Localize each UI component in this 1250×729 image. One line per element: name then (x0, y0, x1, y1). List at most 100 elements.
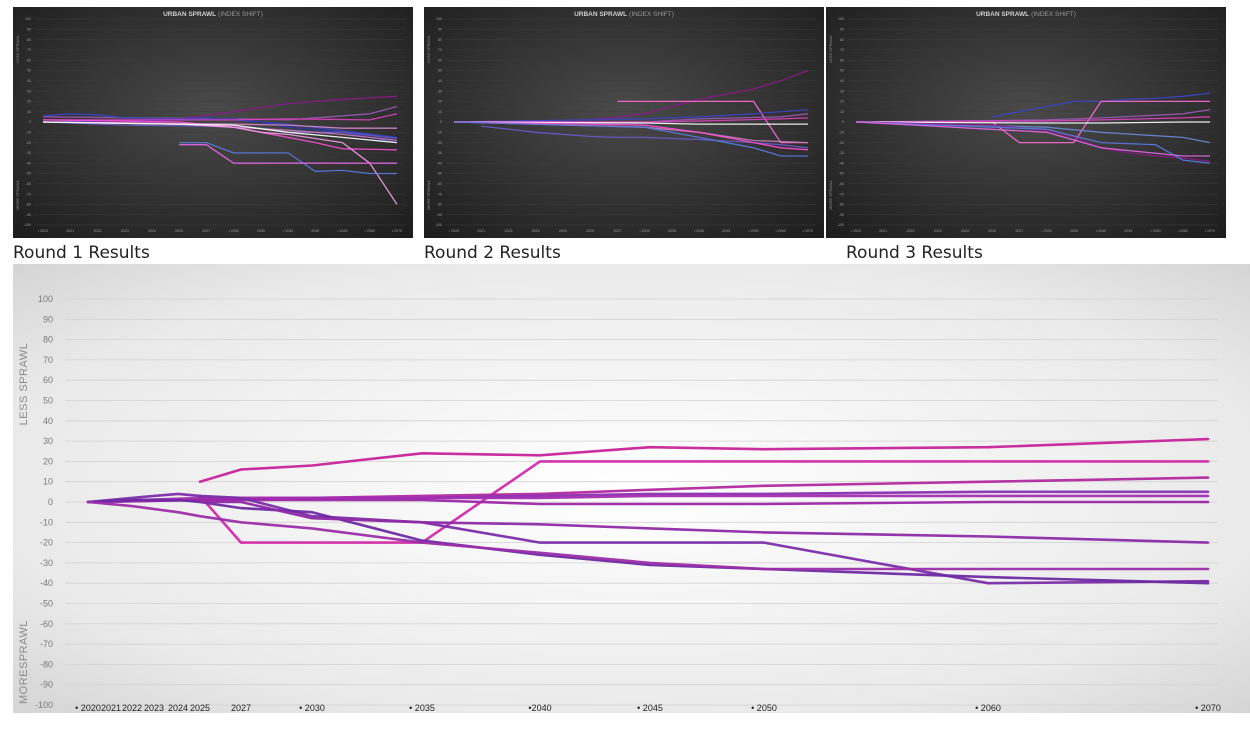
small-y-tick-label: 20 (27, 100, 31, 104)
small-x-tick-label: 2023 (532, 229, 540, 233)
small-y-tick-label: 90 (438, 28, 442, 32)
small-y-tick-label: -80 (26, 203, 31, 207)
small-series-line-10 (855, 121, 1210, 157)
small-x-tick-label: 2045 (722, 229, 730, 233)
small-y-tick-label: 50 (438, 69, 442, 73)
small-y-tick-label: -30 (839, 151, 844, 155)
small-y-tick-label: 10 (840, 110, 844, 114)
series-line-1 (198, 437, 1210, 483)
small-x-tick-label: 2024 (961, 229, 969, 233)
small-y-tick-label: -20 (26, 141, 31, 145)
small-y-axis-label-top: LESS SPRAWL (828, 34, 833, 63)
small-y-tick-label: 10 (27, 110, 31, 114)
small-series-line-3 (991, 121, 1074, 144)
small-series-line-11 (42, 121, 398, 144)
small-x-tick-label: 2024 (148, 229, 156, 233)
x-tick-label: •2040 (528, 703, 551, 713)
round-3-caption: Round 3 Results (846, 243, 983, 263)
y-tick-label: -10 (40, 517, 53, 527)
small-chart-round-1: 100 90 80 70 60 50 40 30 20 10 0 -10 -20 -30 -40 -50 -60… (13, 7, 413, 238)
small-y-tick-label: 100 (436, 17, 442, 21)
y-tick-label: 10 (43, 477, 53, 487)
series-line-8 (86, 498, 1210, 585)
y-tick-label: 50 (43, 396, 53, 406)
small-y-tick-label: 70 (840, 48, 844, 52)
y-tick-label: -70 (40, 639, 53, 649)
x-tick-label: • 2030 (299, 703, 325, 713)
small-y-tick-label: -70 (839, 192, 844, 196)
x-tick-label: 2021 (101, 703, 121, 713)
small-y-tick-label: -40 (437, 161, 442, 165)
x-tick-label: 2023 (144, 703, 164, 713)
x-tick-label: • 2060 (975, 703, 1001, 713)
small-y-tick-label: 0 (440, 120, 442, 124)
small-y-tick-label: -10 (839, 131, 844, 135)
x-tick-label: • 2035 (409, 703, 435, 713)
small-chart-title: URBAN SPRAWL (INDEX SHIFT) (574, 11, 674, 18)
small-y-tick-label: -50 (437, 172, 442, 176)
small-chart-svg: 1009080706050403020100-10-20-30-40-50-60… (826, 7, 1226, 238)
round-1-caption: Round 1 Results (13, 243, 150, 263)
small-x-tick-label: 2022 (93, 229, 101, 233)
small-y-tick-label: 90 (840, 28, 844, 32)
y-tick-label: 100 (38, 294, 53, 304)
small-x-tick-label: • 2030 (1041, 229, 1051, 233)
small-y-tick-label: 50 (27, 69, 31, 73)
small-y-tick-label: -20 (839, 141, 844, 145)
small-x-tick-label: • 2020 (851, 229, 861, 233)
small-y-tick-label: -90 (437, 213, 442, 217)
small-y-tick-label: 80 (27, 38, 31, 42)
small-y-tick-label: 10 (438, 110, 442, 114)
small-chart-title-sub: (INDEX SHIFT) (629, 11, 674, 18)
small-x-tick-label: 2023 (934, 229, 942, 233)
small-x-tick-label: 2027 (613, 229, 621, 233)
small-y-tick-label: -50 (26, 172, 31, 176)
small-series-line-8 (42, 119, 398, 151)
x-tick-label: 2027 (231, 703, 251, 713)
small-y-tick-label: -40 (26, 161, 31, 165)
small-x-tick-label: • 2070 (392, 229, 402, 233)
small-x-tick-label: • 2040 (694, 229, 704, 233)
y-tick-label: 70 (43, 355, 53, 365)
small-y-tick-label: 40 (438, 79, 442, 83)
small-y-tick-label: 60 (840, 58, 844, 62)
small-chart-round-2: 100 90 80 70 60 50 40 30 20 10 0 -10 -20 -30 -40 -50 -60… (424, 7, 824, 238)
y-tick-label: 20 (43, 456, 53, 466)
small-y-tick-label: 90 (27, 28, 31, 32)
small-y-tick-label: -10 (437, 131, 442, 135)
small-x-tick-label: • 2060 (365, 229, 375, 233)
y-tick-label: 40 (43, 416, 53, 426)
small-series-line-9 (453, 121, 809, 151)
y-axis-label-bottom: MORESPRAWL (18, 620, 30, 704)
small-y-tick-label: -100 (435, 223, 442, 227)
y-tick-label: -20 (40, 538, 53, 548)
small-x-tick-label: 2024 (559, 229, 567, 233)
small-x-tick-label: 2045 (311, 229, 319, 233)
small-y-axis-label-bottom: MORE SPRAWL (15, 179, 20, 210)
small-x-tick-label: • 2040 (283, 229, 293, 233)
small-y-tick-label: -30 (26, 151, 31, 155)
small-series-line-4 (855, 108, 1211, 123)
small-series-line-1 (453, 69, 809, 123)
small-x-tick-label: 2023 (121, 229, 129, 233)
main-chart-svg: 1009080706050403020100-10-20-30-40-50-60… (13, 264, 1250, 713)
small-x-tick-label: 2027 (1015, 229, 1023, 233)
small-chart-title: URBAN SPRAWL (INDEX SHIFT) (976, 11, 1076, 18)
small-series-line-12 (179, 141, 397, 175)
small-y-tick-label: -70 (437, 192, 442, 196)
y-tick-label: 80 (43, 335, 53, 345)
small-y-tick-label: 20 (840, 100, 844, 104)
small-series-line-5 (43, 113, 398, 121)
small-y-tick-label: -10 (26, 131, 31, 135)
small-x-tick-label: • 2020 (449, 229, 459, 233)
small-x-tick-label: 2035 (668, 229, 676, 233)
small-y-tick-label: -50 (839, 172, 844, 176)
small-y-tick-label: 100 (838, 17, 844, 21)
small-x-tick-label: • 2050 (1150, 229, 1160, 233)
small-x-tick-label: • 2050 (337, 229, 347, 233)
small-x-tick-label: • 2020 (38, 229, 48, 233)
small-y-tick-label: 60 (438, 58, 442, 62)
y-axis-label-top: LESS SPRAWL (18, 343, 30, 426)
small-y-axis-label-top: LESS SPRAWL (426, 34, 431, 63)
small-series-line-5 (855, 116, 1211, 123)
